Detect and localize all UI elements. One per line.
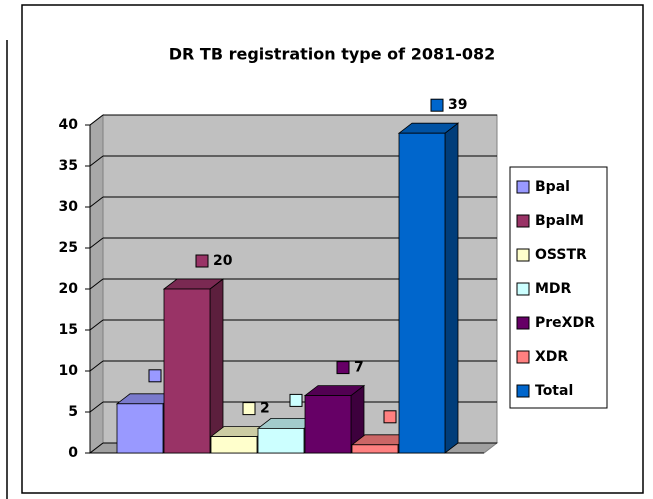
- legend-swatch: [516, 248, 530, 262]
- label-marker: [195, 254, 209, 268]
- label-marker: [336, 361, 350, 375]
- y-tick-label: 35: [59, 158, 78, 174]
- grid-line: [89, 401, 104, 413]
- legend-label: PreXDR: [535, 315, 595, 331]
- data-label: 39: [448, 97, 467, 113]
- legend-label: Bpal: [535, 179, 570, 195]
- chart-title: DR TB registration type of 2081-082: [169, 45, 496, 64]
- y-tick-label: 0: [68, 445, 78, 461]
- grid-line: [89, 196, 104, 208]
- label-marker: [148, 369, 162, 383]
- data-label: 7: [354, 360, 364, 376]
- bar: [116, 403, 164, 454]
- bar: [304, 395, 352, 454]
- bar: [210, 436, 258, 454]
- legend-swatch: [516, 384, 530, 398]
- y-tick-label: 15: [59, 322, 78, 338]
- label-marker: [289, 393, 303, 407]
- data-label: 2: [260, 401, 270, 417]
- y-tick-label: 20: [59, 281, 79, 297]
- bar: [163, 288, 211, 454]
- y-tick-label: 5: [68, 404, 78, 420]
- legend-swatch: [516, 316, 530, 330]
- bar: [351, 444, 399, 454]
- y-tick-label: 25: [59, 240, 78, 256]
- legend-label: BpalM: [535, 213, 584, 229]
- y-tick-label: 40: [59, 117, 79, 133]
- legend-label: OSSTR: [535, 247, 587, 263]
- grid-line: [89, 319, 104, 331]
- grid-line: [89, 114, 104, 126]
- legend-label: MDR: [535, 281, 572, 297]
- data-label: 20: [213, 253, 233, 269]
- legend-label: XDR: [535, 349, 568, 365]
- label-marker: [430, 98, 444, 112]
- legend-label: Total: [535, 383, 573, 399]
- bar-side: [209, 278, 224, 454]
- grid-line: [89, 278, 104, 290]
- grid-line: [89, 155, 104, 167]
- bar-side: [444, 122, 459, 454]
- legend-swatch: [516, 180, 530, 194]
- grid-line: [89, 237, 104, 249]
- grid-line: [89, 442, 104, 454]
- bar: [398, 132, 446, 454]
- y-tick-label: 10: [59, 363, 79, 379]
- bar: [257, 427, 305, 454]
- legend-swatch: [516, 214, 530, 228]
- grid-line: [89, 360, 104, 372]
- label-marker: [242, 402, 256, 416]
- y-tick-label: 30: [59, 199, 79, 215]
- legend-swatch: [516, 350, 530, 364]
- legend-swatch: [516, 282, 530, 296]
- label-marker: [383, 410, 397, 424]
